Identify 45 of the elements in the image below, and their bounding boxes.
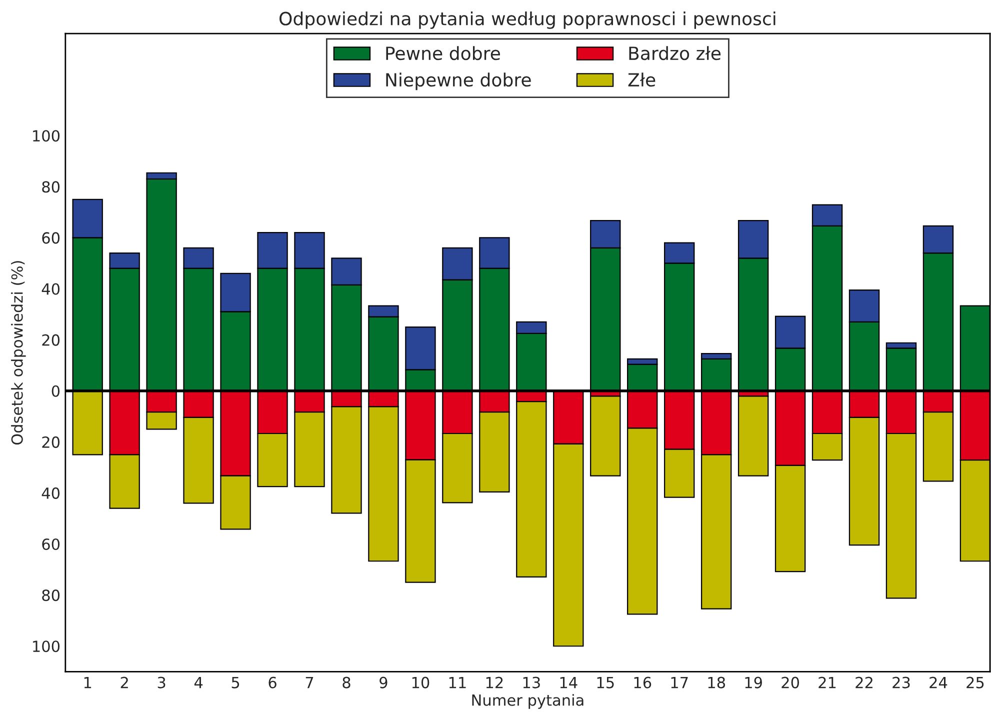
x-tick-label: 25 — [966, 676, 984, 688]
x-tick-label: 14 — [560, 676, 578, 688]
bar — [590, 396, 621, 476]
x-tick-label: 24 — [930, 676, 948, 688]
x-tick-label: 4 — [194, 676, 203, 688]
x-tick-label: 6 — [268, 676, 276, 688]
legend-label: Pewne dobre — [386, 46, 500, 60]
x-tick-label: 10 — [412, 676, 430, 688]
x-tick-label: 3 — [158, 676, 166, 688]
x-tick-label: 12 — [486, 676, 503, 688]
legend-label: Bardzo złe — [629, 46, 721, 60]
x-tick-label: 5 — [232, 676, 240, 688]
chart-title: Odpowiedzi na pytania według poprawnosci i pewnosci — [280, 11, 776, 29]
x-axis-title: Numer pytania — [472, 694, 584, 709]
x-tick-label: 1 — [84, 676, 92, 688]
y-axis-title: Odsetek odpowiedzi (%) — [11, 261, 26, 445]
x-tick-label: 8 — [342, 676, 350, 688]
x-tick-label: 2 — [120, 676, 128, 688]
legend-label: Złe — [628, 72, 656, 87]
y-tick-label: 60 — [42, 232, 60, 244]
x-tick-label: 13 — [523, 676, 540, 688]
x-tick-label: 20 — [782, 676, 799, 688]
x-tick-label: 9 — [380, 676, 388, 688]
y-tick-label: 100 — [33, 130, 60, 142]
x-tick-label: 22 — [856, 676, 872, 688]
y-tick-label: 40 — [42, 283, 60, 295]
legend-label: Niepewne dobre — [386, 72, 531, 90]
x-tick-label: 11 — [449, 676, 466, 688]
x-tick-label: 7 — [306, 676, 314, 688]
y-tick-label: 60 — [42, 538, 60, 550]
x-tick-label: 16 — [634, 676, 652, 688]
y-tick-label: 40 — [42, 487, 60, 499]
bar — [738, 396, 769, 476]
y-tick-label: 20 — [42, 436, 60, 448]
y-tick-label: 20 — [42, 334, 60, 346]
y-tick-label: 100 — [33, 640, 60, 652]
x-tick-label: 18 — [708, 676, 725, 688]
y-tick-label: 80 — [42, 590, 60, 602]
x-tick-label: 17 — [671, 676, 688, 688]
y-tick-label: 0 — [52, 385, 60, 397]
y-tick-label: 80 — [42, 181, 60, 193]
x-tick-label: 15 — [597, 676, 614, 688]
x-tick-label: 23 — [892, 676, 910, 688]
x-tick-label: 19 — [745, 676, 762, 688]
x-tick-label: 21 — [818, 676, 836, 688]
